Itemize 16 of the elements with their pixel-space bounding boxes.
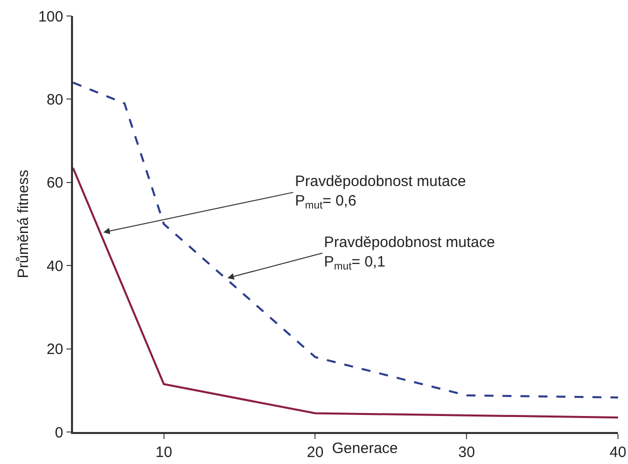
x-tick-label: 40 (610, 444, 626, 461)
y-tick-label: 0 (54, 424, 64, 442)
line-series (73, 82, 618, 398)
annotation: Pravděpodobnost mutace P$_{mut}$= 0,6 (295, 173, 466, 212)
x-axis-title: Generace (332, 440, 398, 457)
x-tick-label: 10 (155, 444, 172, 461)
y-tick-label: 60 (46, 174, 64, 192)
y-axis-title: Průměná fitness (14, 170, 32, 278)
line-series (73, 166, 618, 418)
y-tick-label: 80 (46, 91, 64, 108)
annotation: Pravděpodobnost mutace P$_{mut}$= 0,1 (324, 234, 495, 273)
y-tick-label: 40 (46, 258, 64, 275)
x-tick-label: 20 (306, 444, 324, 461)
y-tick-label: 100 (38, 8, 64, 26)
y-tick-label: 20 (46, 341, 64, 358)
x-tick-label: 30 (458, 444, 475, 461)
